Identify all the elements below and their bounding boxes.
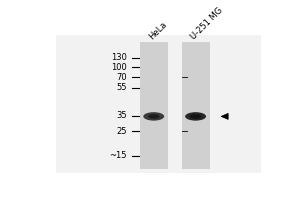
Bar [182, 42, 210, 169]
Text: 70: 70 [116, 73, 127, 82]
Ellipse shape [143, 112, 164, 121]
Text: ~15: ~15 [110, 151, 127, 160]
Text: HeLa: HeLa [147, 20, 169, 42]
Text: 35: 35 [116, 111, 127, 120]
Text: 130: 130 [111, 53, 127, 62]
Text: 25: 25 [116, 127, 127, 136]
Ellipse shape [190, 114, 201, 119]
Text: 100: 100 [111, 63, 127, 72]
Bar [56, 35, 261, 173]
Polygon shape [221, 113, 228, 119]
Ellipse shape [185, 112, 206, 121]
Ellipse shape [148, 114, 160, 119]
Text: 55: 55 [116, 83, 127, 92]
Bar [140, 42, 168, 169]
Text: U-251 MG: U-251 MG [189, 6, 225, 42]
